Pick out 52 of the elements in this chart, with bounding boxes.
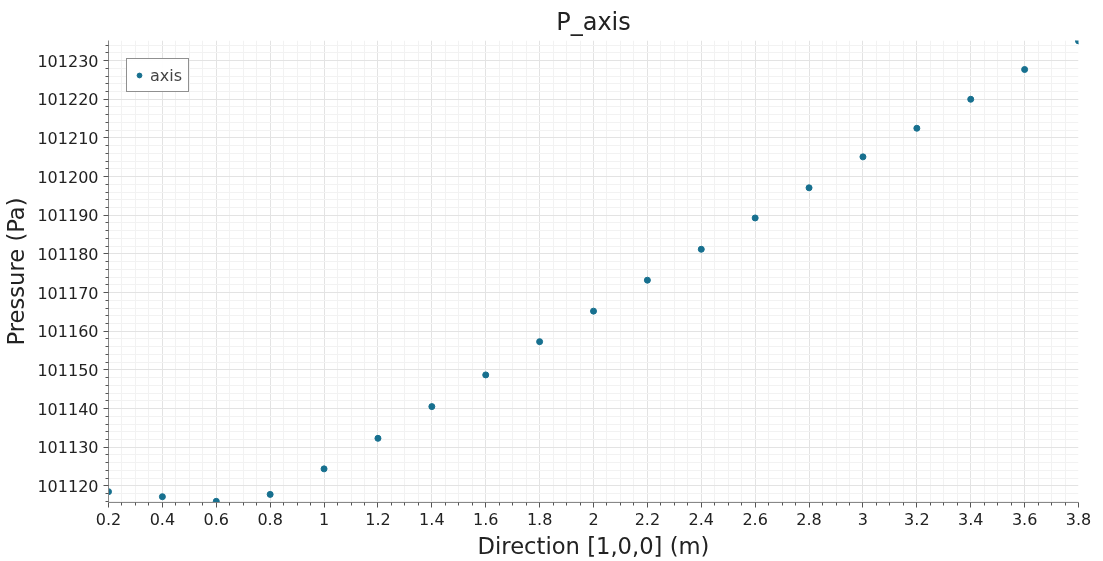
point	[805, 184, 813, 192]
y-tick-label: 101200	[37, 167, 99, 187]
point	[1021, 66, 1029, 73]
point	[320, 465, 328, 473]
point	[536, 338, 544, 346]
x-tick-label: 1.6	[473, 509, 499, 529]
point	[697, 245, 705, 253]
y-tick-label: 101130	[37, 438, 99, 458]
point	[158, 493, 166, 501]
x-tick-label: 1.2	[365, 509, 391, 529]
point	[913, 124, 921, 132]
x-axis-title: Direction [1,0,0] (m)	[477, 532, 710, 559]
y-tick-label: 101160	[37, 322, 99, 342]
point	[212, 497, 220, 503]
y-axis-title: Pressure (Pa)	[3, 197, 30, 346]
x-tick-label: 1.8	[526, 509, 553, 529]
x-tick-label: 0.8	[257, 509, 283, 529]
point	[590, 307, 597, 315]
point	[428, 403, 436, 411]
x-tick-label: 0.4	[149, 509, 176, 529]
x-tick-label: 2.4	[688, 509, 715, 529]
x-tick-label: 3.2	[904, 509, 930, 529]
y-tick-label: 101230	[37, 51, 99, 71]
point	[643, 276, 651, 284]
point	[859, 153, 867, 161]
x-tick-label: 3	[857, 509, 869, 529]
x-tick-label: 3.4	[958, 509, 984, 529]
y-tick-label: 101220	[37, 90, 99, 110]
x-tick-label: 2.6	[742, 509, 768, 529]
point	[266, 490, 274, 498]
x-tick-label: 1.4	[419, 509, 445, 529]
x-tick-label: 2	[588, 509, 599, 529]
y-tick-label: 101180	[37, 244, 99, 264]
x-tick-label: 2.2	[634, 509, 661, 529]
x-tick-label: 2.8	[796, 509, 822, 529]
chart-title: P_axis	[556, 7, 631, 36]
legend-label: axis	[150, 65, 183, 85]
y-tick-label: 101140	[37, 399, 99, 419]
x-tick-label: 1	[318, 509, 330, 529]
y-tick-label: 101150	[37, 360, 99, 380]
y-tick-label: 101190	[37, 206, 99, 226]
x-tick-label: 0.6	[203, 509, 230, 529]
point	[967, 95, 975, 103]
point	[751, 214, 759, 222]
y-tick-label: 101120	[37, 476, 99, 496]
x-tick-label: 0.2	[95, 509, 122, 529]
y-tick-label: 101210	[37, 128, 99, 148]
x-tick-label: 3.8	[1065, 509, 1092, 529]
y-tick-label: 101170	[37, 283, 99, 303]
point	[374, 434, 382, 442]
point	[482, 371, 490, 379]
x-tick-label: 3.6	[1011, 509, 1038, 529]
